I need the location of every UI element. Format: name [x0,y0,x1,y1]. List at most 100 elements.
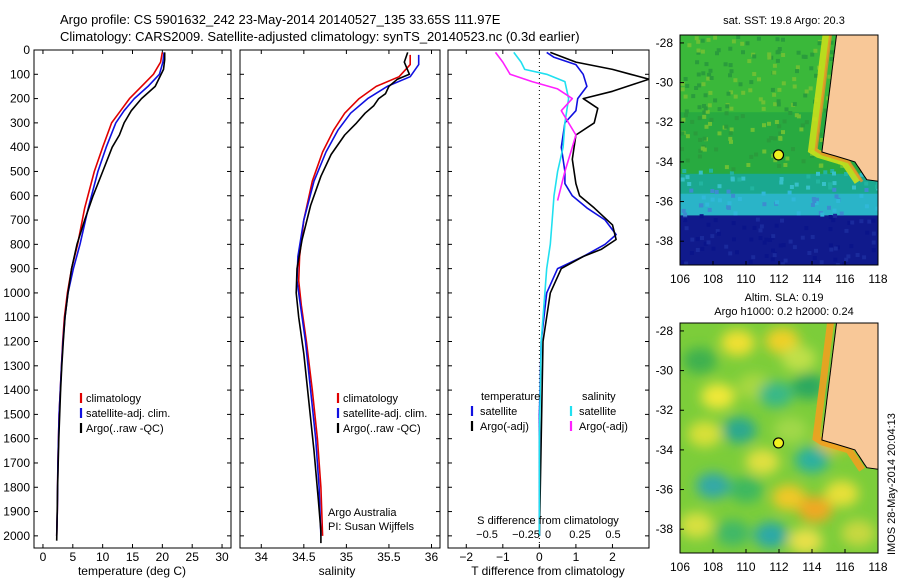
x-tick-label: 35 [340,550,354,564]
sst-pixel [832,171,836,176]
sst-pixel [752,54,757,59]
sst-pixel [761,191,766,196]
sst-pixel [792,77,797,82]
sst-pixel [735,250,739,255]
sst-pixel [762,123,766,128]
sst-pixel [755,217,760,222]
sst-pixel [831,218,836,223]
sst-pixel [822,182,826,186]
sst-pixel [724,124,729,129]
difference-series [494,51,649,536]
sst-pixel [702,104,706,108]
depth-axis: 0 100 200 300 400 500 600 700 800 900 1000 1100 1200… [3,43,231,543]
sst-pixel [698,137,703,142]
sst-pixel [828,215,833,219]
depth-tick-label: 1200 [3,335,30,349]
sst-pixel [781,130,785,135]
sst-pixel [871,240,876,245]
sst-pixel [726,205,731,210]
sst-pixel [685,158,690,163]
sst-pixel [729,106,734,111]
sst-pixel [724,244,729,249]
sst-pixel [828,243,833,248]
sst-pixel [699,203,704,208]
argo-float-marker [772,149,785,161]
sst-pixel [771,234,776,239]
sla-blob [715,520,750,547]
sst-pixel [812,256,817,260]
sst-pixel [705,202,710,207]
sst-pixel [726,189,731,194]
sst-pixel [806,174,811,179]
sst-pixel [730,177,735,182]
sst-pixel [750,127,755,132]
sst-pixel [713,35,718,40]
sst-pixel [701,195,706,200]
legend-label: Argo(-adj) [480,421,529,433]
sst-pixel [788,239,793,244]
sst-pixel [710,197,715,202]
sst-pixel [781,53,786,57]
sst-pixel [849,244,854,249]
sst-pixel [756,36,761,41]
sst-pixel [804,120,809,125]
sla-blob [758,381,793,408]
sla-coastal-high [812,323,866,472]
sst-coastal-hot [814,35,864,183]
temperature-axes-box [33,49,232,549]
x-tick-label: 15 [126,550,140,564]
lon-tick-label: 106 [670,272,690,286]
depth-tick-label: 1400 [3,383,30,397]
sst-pixel [829,57,834,61]
sla-blobs [680,327,876,553]
sst-pixel [736,35,741,39]
sst-pixel [693,131,698,136]
sst-pixel [708,68,713,73]
sst-pixel [713,98,718,103]
sst-pixel [706,222,711,227]
sst-pixel [709,117,714,122]
sst-pixel [696,48,701,53]
difference-legend: temperature satellite Argo(-adj) salinity sa… [470,391,628,433]
sst-pixel [842,262,847,265]
x-tick-label: 1 [573,550,580,564]
sst-pixel [867,219,872,224]
sst-band [680,215,878,265]
sst-pixel [780,218,784,223]
sst-pixel [752,72,757,76]
depth-tick-label: 1000 [3,286,30,300]
sst-pixel [796,50,801,55]
x-tick-label: 34.5 [292,550,316,564]
sst-pixel [689,251,694,255]
sst-pixel [741,90,746,95]
difference-y-tickmarks [448,49,649,537]
sst-pixel [832,181,837,186]
sst-pixel [708,90,713,95]
sst-pixel [795,69,799,74]
sst-pixel [809,154,814,158]
sst-pixel [714,190,719,194]
sla-blob [720,329,755,356]
sst-pixel [680,131,685,136]
sst-pixel [778,131,783,136]
credit-line-2: PI: Susan Wijffels [328,521,414,533]
salinity-xlabel: salinity [319,564,356,578]
legend-label: satellite [480,406,517,418]
sst-pixel [833,213,838,218]
sst-pixel [700,246,705,251]
legend-group-title: temperature [481,391,540,403]
sst-pixel [788,111,793,115]
sst-pixel [715,51,719,56]
sst-pixel [803,93,808,98]
sst-pixel [791,197,796,202]
x-tick-label: −1 [496,550,510,564]
sst-pixel [871,218,876,223]
sst-pixel [702,114,707,119]
sst-pixel [695,248,700,252]
depth-tick-label: 1300 [3,359,30,373]
sst-pixel [859,193,864,198]
sst-pixel [683,212,688,217]
sst-pixel [781,37,785,42]
sst-pixel [702,147,707,152]
sst-pixel [729,139,733,144]
